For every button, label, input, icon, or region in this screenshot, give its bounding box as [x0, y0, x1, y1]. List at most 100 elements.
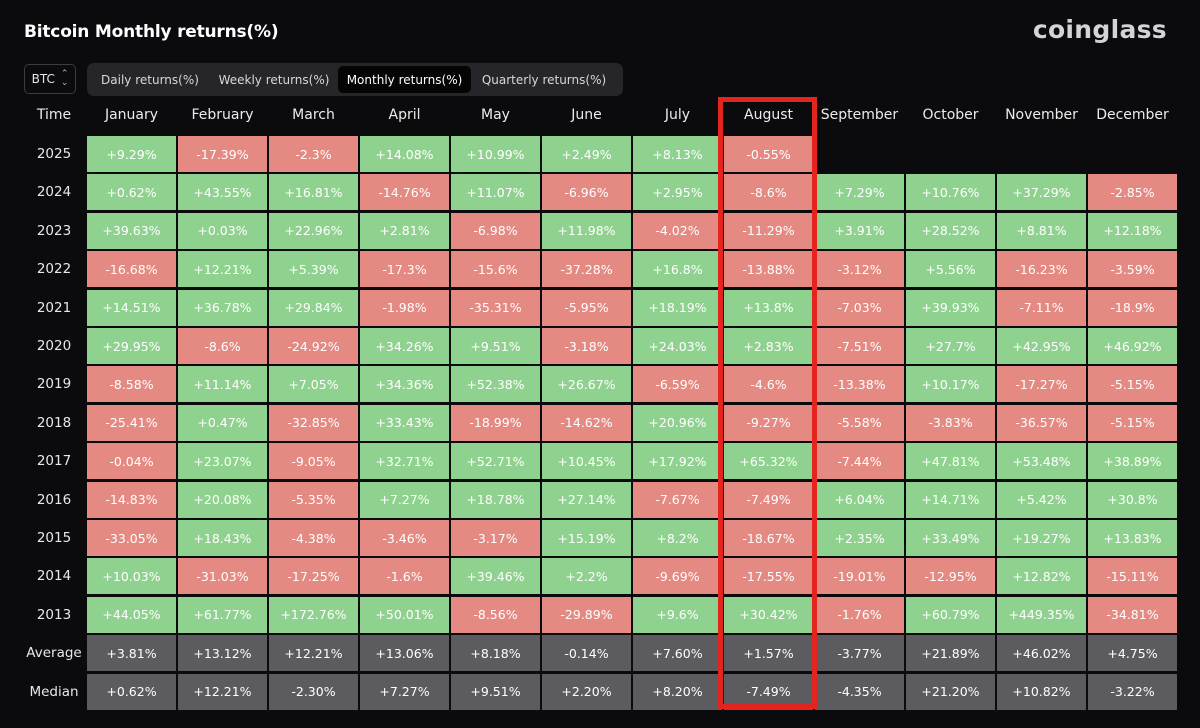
cell-2021-june: -5.95%	[542, 289, 631, 326]
cell-2015-april: -3.46%	[360, 520, 449, 556]
cell-2014-february: -31.03%	[178, 558, 267, 595]
cell-2021-april: -1.98%	[360, 289, 449, 326]
cell-2014-july: -9.69%	[633, 558, 722, 595]
cell-2020-december: +46.92%	[1088, 328, 1177, 364]
cell-2015-may: -3.17%	[451, 520, 540, 556]
cell-2018-december: -5.15%	[1088, 404, 1177, 441]
cell-average-december: +4.75%	[1088, 635, 1177, 672]
cell-2019-november: -17.27%	[997, 366, 1086, 403]
cell-2025-may: +10.99%	[451, 136, 540, 172]
cell-average-march: +12.21%	[269, 635, 358, 672]
cell-2019-august: -4.6%	[724, 366, 813, 403]
cell-2019-april: +34.36%	[360, 366, 449, 403]
cell-2024-january: +0.62%	[87, 174, 176, 211]
cell-2019-february: +11.14%	[178, 366, 267, 403]
cell-2020-october: +27.7%	[906, 328, 995, 364]
tab-quarterly-returns[interactable]: Quarterly returns(%)	[481, 72, 607, 87]
cell-2020-may: +9.51%	[451, 328, 540, 364]
row-label-2013: 2013	[36, 606, 72, 623]
cell-2022-may: -15.6%	[451, 251, 540, 288]
cell-average-april: +13.06%	[360, 635, 449, 672]
cell-2021-october: +39.93%	[906, 289, 995, 326]
cell-2017-october: +47.81%	[906, 443, 995, 480]
cell-2018-january: -25.41%	[87, 404, 176, 441]
tab-weekly-returns[interactable]: Weekly returns(%)	[218, 72, 330, 87]
row-label-2024: 2024	[36, 184, 72, 201]
cell-2019-december: -5.15%	[1088, 366, 1177, 403]
row-label-2014: 2014	[36, 568, 72, 585]
cell-average-may: +8.18%	[451, 635, 540, 672]
cell-2024-may: +11.07%	[451, 174, 540, 211]
cell-2022-january: -16.68%	[87, 251, 176, 288]
cell-2024-december: -2.85%	[1088, 174, 1177, 211]
row-label-2018: 2018	[36, 414, 72, 431]
row-label-average: Average	[26, 645, 82, 662]
cell-2019-october: +10.17%	[906, 366, 995, 403]
header-september: September	[820, 107, 899, 123]
cell-2018-october: -3.83%	[906, 404, 995, 441]
cell-2021-august: +13.8%	[724, 289, 813, 326]
cell-2020-march: -24.92%	[269, 328, 358, 364]
header-may: May	[481, 107, 510, 123]
cell-2014-november: +12.82%	[997, 558, 1086, 595]
cell-median-june: +2.20%	[542, 673, 631, 710]
cell-median-april: +7.27%	[360, 673, 449, 710]
cell-2016-september: +6.04%	[815, 481, 904, 518]
cell-2025-april: +14.08%	[360, 136, 449, 172]
header-time: Time	[36, 107, 72, 123]
cell-median-september: -4.35%	[815, 673, 904, 710]
cell-2024-march: +16.81%	[269, 174, 358, 211]
cell-2018-september: -5.58%	[815, 404, 904, 441]
cell-2022-april: -17.3%	[360, 251, 449, 288]
cell-2023-december: +12.18%	[1088, 212, 1177, 249]
row-label-2015: 2015	[36, 530, 72, 546]
row-label-median: Median	[29, 683, 79, 700]
cell-2014-january: +10.03%	[87, 558, 176, 595]
cell-2016-may: +18.78%	[451, 481, 540, 518]
cell-2018-may: -18.99%	[451, 404, 540, 441]
cell-2020-november: +42.95%	[997, 328, 1086, 364]
cell-2025-august: -0.55%	[724, 136, 813, 172]
cell-median-october: +21.20%	[906, 673, 995, 710]
cell-2018-march: -32.85%	[269, 404, 358, 441]
header-february: February	[191, 107, 254, 123]
cell-2022-november: -16.23%	[997, 251, 1086, 288]
coin-select-value: BTC	[31, 72, 55, 86]
cell-2014-december: -15.11%	[1088, 558, 1177, 595]
cell-2016-december: +30.8%	[1088, 481, 1177, 518]
cell-2024-july: +2.95%	[633, 174, 722, 211]
cell-2023-february: +0.03%	[178, 212, 267, 249]
cell-2014-september: -19.01%	[815, 558, 904, 595]
cell-2024-november: +37.29%	[997, 174, 1086, 211]
cell-average-september: -3.77%	[815, 635, 904, 672]
row-label-2017: 2017	[36, 453, 72, 470]
page-title: Bitcoin Monthly returns(%)	[24, 22, 279, 42]
coin-select[interactable]: BTC ⌃ ⌄	[24, 64, 76, 94]
row-label-2025: 2025	[36, 146, 72, 162]
tab-daily-returns[interactable]: Daily returns(%)	[101, 72, 199, 87]
cell-2025-january: +9.29%	[87, 136, 176, 172]
cell-2022-march: +5.39%	[269, 251, 358, 288]
row-label-2019: 2019	[36, 376, 72, 393]
cell-2022-february: +12.21%	[178, 251, 267, 288]
cell-average-july: +7.60%	[633, 635, 722, 672]
cell-2017-march: -9.05%	[269, 443, 358, 480]
row-label-2022: 2022	[36, 261, 72, 278]
cell-2023-april: +2.81%	[360, 212, 449, 249]
cell-2019-may: +52.38%	[451, 366, 540, 403]
cell-2016-march: -5.35%	[269, 481, 358, 518]
cell-2015-february: +18.43%	[178, 520, 267, 556]
cell-2014-june: +2.2%	[542, 558, 631, 595]
cell-2019-june: +26.67%	[542, 366, 631, 403]
tab-monthly-returns[interactable]: Monthly returns(%)	[338, 66, 471, 93]
row-label-2020: 2020	[36, 338, 72, 354]
cell-2023-january: +39.63%	[87, 212, 176, 249]
cell-2018-august: -9.27%	[724, 404, 813, 441]
cell-median-august: -7.49%	[724, 673, 813, 710]
cell-2020-august: +2.83%	[724, 328, 813, 364]
header-january: January	[104, 107, 159, 123]
header-november: November	[1005, 107, 1078, 123]
cell-2023-march: +22.96%	[269, 212, 358, 249]
cell-2022-october: +5.56%	[906, 251, 995, 288]
cell-median-may: +9.51%	[451, 673, 540, 710]
